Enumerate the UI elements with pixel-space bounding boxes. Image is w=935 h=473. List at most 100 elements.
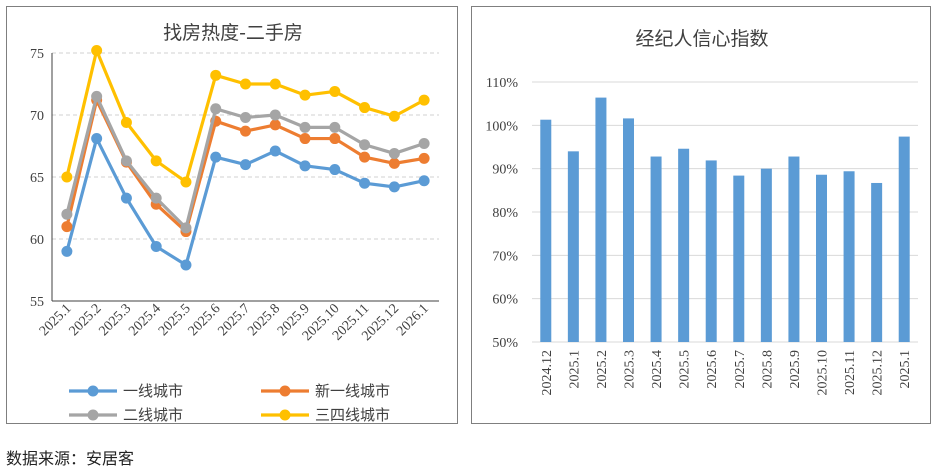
y-tick-label: 50% xyxy=(492,336,518,351)
data-point xyxy=(150,240,162,252)
data-point xyxy=(240,111,251,123)
legend-label: 二线城市 xyxy=(123,406,183,424)
x-tick-label: 2024.12 xyxy=(540,350,555,396)
data-point xyxy=(61,208,73,220)
x-tick-label: 2025.10 xyxy=(816,350,831,396)
data-point xyxy=(388,110,400,122)
x-tick-label: 2025.5 xyxy=(678,350,693,389)
y-tick-label: 110% xyxy=(486,76,518,91)
legend-label: 新一线城市 xyxy=(315,382,390,400)
x-tick-label: 2025.6 xyxy=(186,301,224,339)
x-tick-label: 2025.4 xyxy=(650,350,665,389)
bar xyxy=(733,175,745,342)
y-tick-label: 60 xyxy=(30,233,44,248)
y-tick-label: 55 xyxy=(30,295,44,310)
data-point xyxy=(210,151,222,163)
x-tick-label: 2025.2 xyxy=(67,301,105,339)
bar-chart-panel: 经纪人信心指数 50% 60% 70% 80% 90% 100% 110% 2024.12 2… xyxy=(471,6,931,424)
data-point xyxy=(388,147,400,159)
line-chart-panel: 找房热度-二手房 55 60 65 70 75 2025.1 2025.2 2025.3 20… xyxy=(6,6,458,424)
data-point xyxy=(359,139,371,151)
bar xyxy=(705,160,717,342)
data-point xyxy=(388,157,400,169)
data-point xyxy=(180,176,192,188)
x-tick-label: 2025.4 xyxy=(126,301,164,339)
x-tick-label: 2025.6 xyxy=(705,350,720,389)
bar-chart: 经纪人信心指数 50% 60% 70% 80% 90% 100% 110% 2024.12 2… xyxy=(485,28,918,396)
x-tick-label: 2026.1 xyxy=(394,301,432,339)
data-point xyxy=(299,89,311,101)
bar xyxy=(816,174,827,342)
data-point xyxy=(120,116,132,128)
legend-label: 三四线城市 xyxy=(315,406,390,424)
y-tick-label: 100% xyxy=(485,119,518,134)
data-point xyxy=(61,245,73,257)
y-tick-label: 75 xyxy=(30,47,44,62)
bar xyxy=(871,182,883,342)
line-chart-title: 找房热度-二手房 xyxy=(163,22,303,44)
data-point xyxy=(299,133,311,145)
bar xyxy=(623,118,634,343)
x-tick-label: 2025.11 xyxy=(843,350,858,395)
data-point xyxy=(120,192,132,204)
data-point xyxy=(150,155,162,167)
data-point xyxy=(329,164,341,176)
data-point xyxy=(180,222,192,234)
x-tick-label: 2025.8 xyxy=(245,301,283,339)
data-point xyxy=(359,177,371,189)
legend-marker xyxy=(87,409,99,421)
x-tick-label: 2025.1 xyxy=(898,350,913,389)
data-point xyxy=(329,85,341,97)
x-tick-label: 2025.5 xyxy=(156,301,194,339)
data-point xyxy=(240,125,251,137)
bar xyxy=(650,156,662,342)
data-point xyxy=(299,121,311,133)
data-point xyxy=(269,145,281,157)
data-point xyxy=(91,133,103,145)
y-tick-label: 80% xyxy=(492,206,518,221)
data-point xyxy=(418,94,430,106)
x-tick-label: 2025.7 xyxy=(733,350,748,389)
bar xyxy=(843,171,855,342)
data-point xyxy=(61,221,73,233)
bar xyxy=(567,151,579,342)
data-point xyxy=(329,133,341,145)
y-tick-label: 60% xyxy=(492,293,518,308)
data-point xyxy=(180,259,192,271)
data-point xyxy=(210,69,222,81)
data-point xyxy=(150,192,162,204)
bar xyxy=(760,168,772,342)
source-note: 数据来源：安居客 xyxy=(6,449,135,468)
data-point xyxy=(240,78,251,90)
data-point xyxy=(388,181,400,193)
legend-marker xyxy=(279,385,291,397)
data-point xyxy=(61,171,73,183)
y-tick-label: 70 xyxy=(30,109,44,124)
bar xyxy=(788,156,800,342)
x-tick-label: 2025.3 xyxy=(96,301,134,339)
data-point xyxy=(418,152,430,164)
data-point xyxy=(240,159,251,171)
data-point xyxy=(269,119,281,131)
data-point xyxy=(359,151,371,163)
x-tick-label: 2025.2 xyxy=(595,350,610,389)
data-point xyxy=(91,45,103,57)
x-tick-label: 2025.8 xyxy=(760,350,775,389)
data-point xyxy=(329,121,341,133)
data-point xyxy=(359,102,371,114)
x-tick-label: 2025.3 xyxy=(623,350,638,389)
data-point xyxy=(120,155,132,167)
bar xyxy=(540,119,552,342)
bar xyxy=(898,136,910,342)
legend-marker xyxy=(279,409,291,421)
data-point xyxy=(210,103,222,115)
data-point xyxy=(91,90,103,102)
data-point xyxy=(418,138,430,150)
data-point xyxy=(269,78,281,90)
bar-chart-title: 经纪人信心指数 xyxy=(635,28,768,50)
data-point xyxy=(269,109,281,121)
bar xyxy=(678,148,690,342)
y-tick-label: 70% xyxy=(492,249,518,264)
x-tick-label: 2025.1 xyxy=(567,350,582,389)
